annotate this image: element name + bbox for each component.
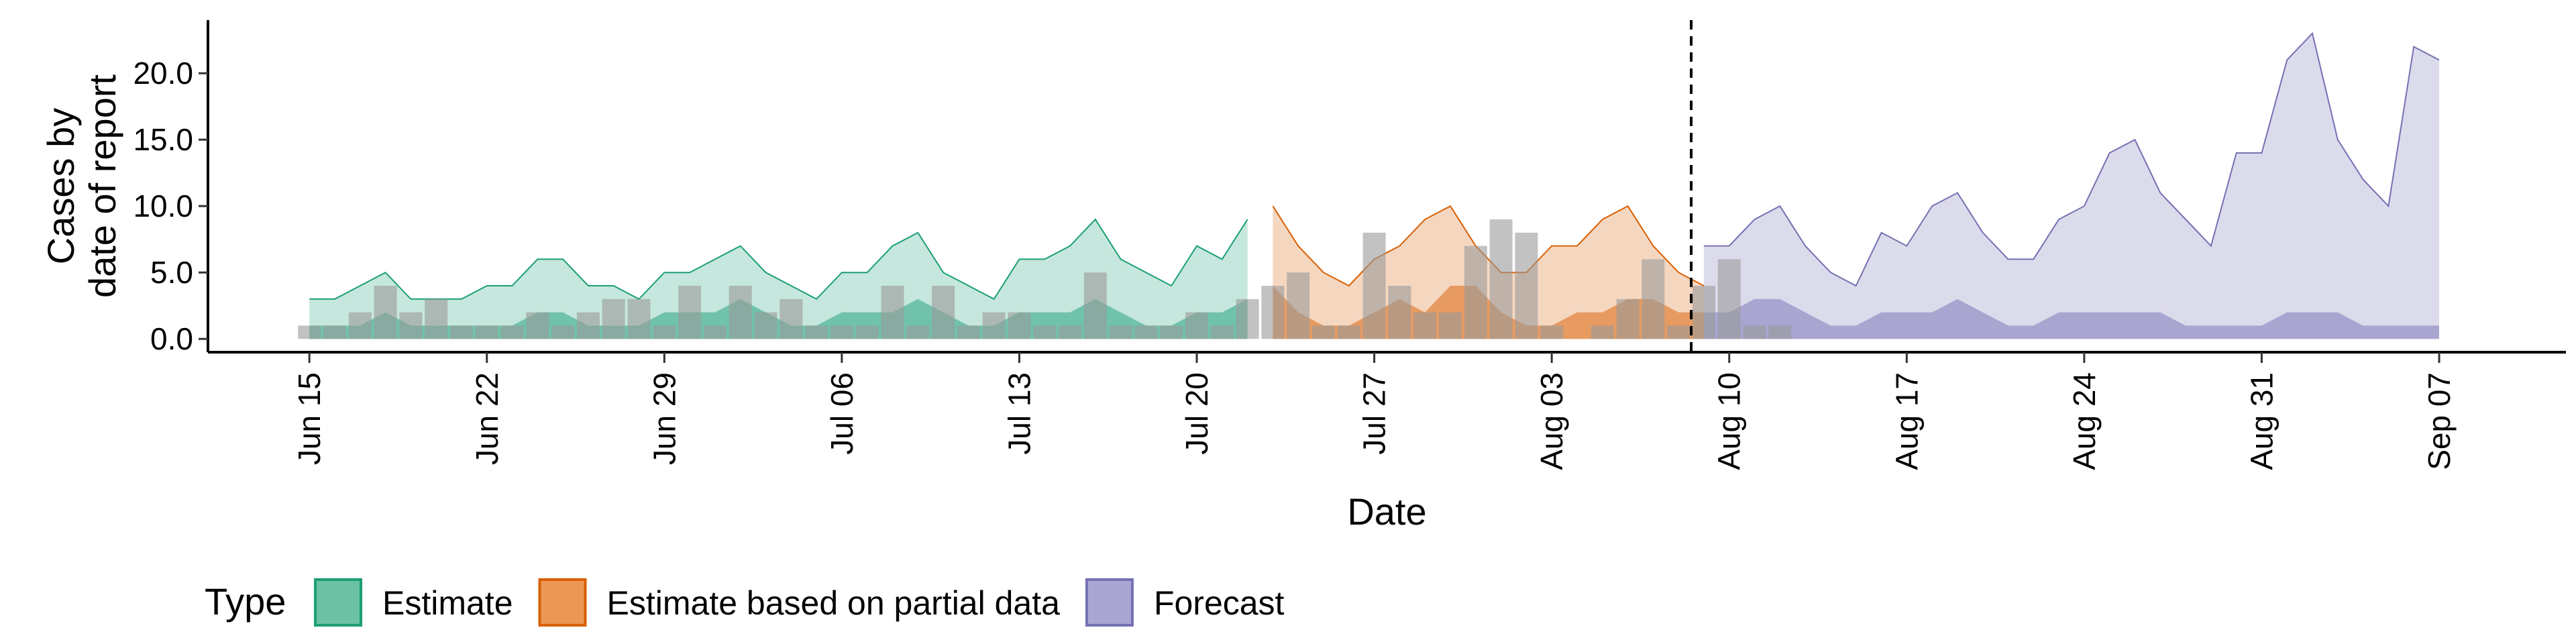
reported-bar [703,325,727,339]
series-band-outer-0 [309,219,1248,339]
reported-bar [729,286,752,339]
y-tick-label: 10.0 [133,189,193,223]
reported-bar [1642,259,1665,339]
legend: Type Estimate Estimate based on partial da… [205,578,1285,627]
x-axis-title: Date [1347,490,1426,533]
reported-bar [1464,246,1487,339]
reported-bar [906,325,930,339]
reported-bar [830,325,853,339]
reported-bar [780,299,803,339]
x-tick-label: Jul 27 [1357,372,1392,455]
x-tick-label: Sep 07 [2422,372,2457,470]
reported-bar [1540,325,1564,339]
legend-label-1: Estimate based on partial data [607,584,1061,622]
y-axis-title: Cases bydate of report [40,74,123,299]
reported-bar [1717,259,1741,339]
reported-bar [1337,325,1360,339]
reported-bar [1185,312,1208,339]
reported-bar [449,325,473,339]
y-tick-label: 0.0 [150,321,193,356]
legend-label-0: Estimate [382,584,513,622]
reported-bar [855,325,879,339]
x-tick-label: Aug 31 [2244,372,2279,470]
reported-bar [754,312,777,339]
series-band-inner-2 [1703,299,2439,339]
reported-bar [653,325,676,339]
reported-bar [425,299,448,339]
reported-bar [323,325,346,339]
reported-bar [374,286,397,339]
reported-bar [1591,325,1614,339]
reported-bar [348,312,372,339]
reported-bar [678,286,702,339]
reported-bar [500,325,524,339]
reported-bar [1008,312,1031,339]
y-axis-title-line: Cases by [40,108,82,264]
reported-bar [602,299,625,339]
reported-case-bars [298,219,1792,339]
reported-bar [1768,325,1792,339]
reported-bar [399,312,423,339]
reported-bar [1109,325,1132,339]
reported-bar [1261,286,1285,339]
reported-bar [1210,325,1234,339]
y-tick-label: 5.0 [150,255,193,290]
reported-bar [1083,272,1107,339]
reported-bar [1134,325,1158,339]
reported-bar [1033,325,1057,339]
reported-bar [1362,232,1386,339]
reported-bar [1388,286,1411,339]
x-tick-label: Aug 24 [2067,372,2102,470]
reported-bar [1616,299,1640,339]
reported-bar [1743,325,1766,339]
x-tick-label: Jun 22 [470,372,504,465]
series-line-1 [1272,205,1705,287]
reported-bar [1059,325,1081,339]
legend-label-2: Forecast [1154,584,1285,622]
x-tick-label: Aug 10 [1712,372,1747,470]
x-tick-label: Jul 06 [824,372,859,455]
legend-swatch-2 [1085,578,1134,627]
series-line-0 [309,218,1248,301]
reported-bar [932,286,955,339]
y-axis-title-line: date of report [81,74,123,299]
legend-title: Type [205,580,286,623]
x-tick-label: Jun 15 [292,372,327,465]
y-tick-label: 15.0 [133,122,193,157]
reported-bar [1413,312,1437,339]
reported-bar [1667,325,1690,339]
axes: 0.0 5.0 10.0 15.0 20.0 Jun 15 Jun 22 Jun 29 Jul … [40,20,2566,533]
legend-swatch-0 [314,578,362,627]
reported-bar [576,312,600,339]
reported-bar [805,325,828,339]
reported-bar [1489,219,1513,339]
x-tick-label: Jul 20 [1179,372,1214,455]
reported-bar [1160,325,1183,339]
reported-bar [957,325,980,339]
series-band-outer-2 [1703,33,2439,339]
reported-bar [298,325,321,339]
reported-bar [526,312,549,339]
reported-bar [475,325,498,339]
x-tick-label: Aug 17 [1889,372,1924,470]
y-tick-label: 20.0 [133,56,193,91]
legend-swatch-1 [538,578,587,627]
reported-bar [1692,286,1715,339]
x-tick-label: Aug 03 [1534,372,1569,470]
reported-bar [1439,312,1462,339]
reported-bar [627,299,651,339]
reported-bar [1287,272,1310,339]
series-line-2 [1703,32,2440,287]
reported-bar [551,325,575,339]
reported-bar [881,286,904,339]
x-tick-label: Jun 29 [647,372,682,465]
reported-bar [1312,325,1335,339]
x-tick-label: Jul 13 [1002,372,1036,455]
reported-bar [1515,232,1538,339]
reported-bar [1236,299,1259,339]
reported-bar [982,312,1006,339]
